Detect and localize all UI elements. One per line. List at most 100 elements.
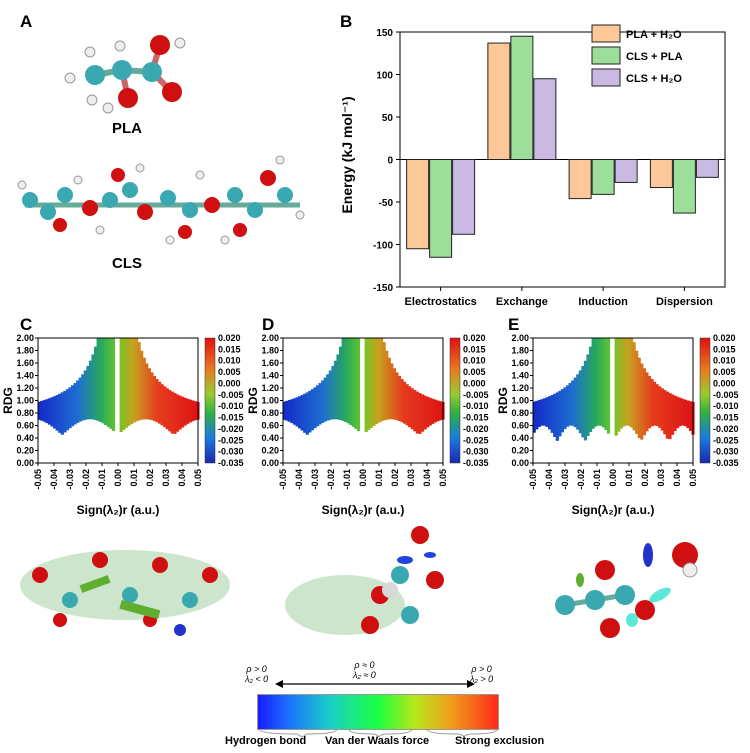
rdg-colorbar-label: 0.010 [713,356,736,366]
rdg-ytick-label: 1.60 [261,358,279,368]
bar-dispersion-0 [650,160,672,188]
bar-electrostatics-0 [407,160,429,249]
energy-decomposition-bar-chart: Energy (kJ mol⁻¹) 150 100 50 0 -50 -100 -150 E… [330,20,735,315]
rdg-xlabel: Sign(λ₂)r (a.u.) [322,503,405,517]
rdg-colorbar-label: -0.015 [463,413,489,423]
rdg-colorbar [450,338,460,463]
rdg-colorbar-label: 0.020 [218,333,241,343]
bar-induction-0 [569,160,591,199]
rdg-colorbar-label: -0.010 [463,401,489,411]
legend-swatch [592,25,620,42]
bar-chart-ytick-label: 0 [387,156,393,167]
rdg-xtick-label: -0.05 [33,469,43,490]
rdg-ytick-label: 0.60 [511,421,529,431]
rdg-ytick-label: 0.60 [16,421,34,431]
rdg-ytick-label: 0.60 [261,421,279,431]
isosurface-d [285,526,444,635]
rdg-ytick-label: 1.20 [16,383,34,393]
rdg-ytick-label: 1.60 [16,358,34,368]
rdg-colorbar-label: 0.005 [713,367,736,377]
cls-label: CLS [112,255,142,272]
cls-molecule-model [18,156,304,244]
legend-label-hydrogen-bond: Hydrogen bond [225,735,306,747]
rdg-xtick-label: -0.02 [576,469,586,490]
rdg-xlabel: Sign(λ₂)r (a.u.) [77,503,160,517]
rdg-colorbar-label: 0.010 [218,356,241,366]
bar-chart-ytick-label: 100 [376,71,393,82]
rdg-ytick-label: 1.00 [16,396,34,406]
bar-induction-2 [615,160,637,183]
rdg-ylabel: RDG [496,387,510,414]
pla-molecule-model [65,35,185,113]
rdg-ylabel: RDG [1,387,15,414]
rdg-point-column [357,338,360,431]
rdg-ytick-label: 0.20 [261,446,279,456]
bar-induction-1 [592,160,614,195]
rdg-colorbar-label: 0.005 [218,367,241,377]
rdg-colorbar-label: -0.020 [218,424,244,434]
bar-dispersion-1 [673,160,695,214]
bar-chart-category-label: Dispersion [656,296,713,308]
rdg-scatter-plot-c: 2.001.801.601.401.201.000.800.600.400.20… [0,330,250,520]
rdg-colorbar-label: 0.020 [463,333,486,343]
rdg-ytick-label: 0.20 [511,446,529,456]
rdg-ytick-label: 0.40 [261,433,279,443]
bar-chart-ylabel: Energy (kJ mol⁻¹) [339,96,355,213]
bar-chart-ytick-label: 50 [382,113,394,124]
rdg-xlabel: Sign(λ₂)r (a.u.) [572,503,655,517]
rdg-colorbar-label: -0.020 [463,424,489,434]
rdg-xtick-label: -0.04 [49,469,59,490]
rdg-colorbar-label: -0.010 [713,401,739,411]
rdg-xtick-label: 0.04 [672,469,682,487]
rdg-scatter-plot-d: 2.001.801.601.401.201.000.800.600.400.20… [245,330,495,520]
bar-dispersion-2 [696,160,718,178]
rdg-colorbar-label: -0.015 [218,413,244,423]
nci-isosurface-renderings [0,520,750,660]
bar-chart-ytick-label: -100 [373,241,393,252]
rdg-colorbar-label: -0.015 [713,413,739,423]
bar-chart-ytick-label: 150 [376,28,393,39]
rdg-ytick-label: 2.00 [16,333,34,343]
rdg-xtick-label: -0.03 [310,469,320,490]
rdg-xtick-label: 0.02 [390,469,400,487]
rdg-colorbar-label: 0.015 [218,344,241,354]
rdg-point-column [607,338,610,434]
rdg-xtick-label: -0.01 [342,469,352,490]
bar-exchange-2 [534,79,556,160]
rdg-xtick-label: -0.01 [97,469,107,490]
rdg-colorbar-label: -0.025 [713,435,739,445]
rdg-ytick-label: 0.00 [261,458,279,468]
rdg-points [283,338,445,435]
rdg-colorbar-label: -0.035 [218,458,244,468]
rdg-colorbar-label: 0.005 [463,367,486,377]
rdg-ytick-label: 1.00 [511,396,529,406]
rdg-ytick-label: 1.80 [261,346,279,356]
rdg-xtick-label: -0.03 [65,469,75,490]
rdg-ytick-label: 1.20 [261,383,279,393]
rdg-ytick-label: 1.80 [511,346,529,356]
rdg-colorbar-label: 0.015 [713,344,736,354]
molecule-structures [0,0,330,300]
bar-chart-category-label: Exchange [496,296,548,308]
bar-exchange-0 [488,43,510,159]
bar-electrostatics-2 [453,160,475,235]
rdg-xtick-label: 0.05 [193,469,203,487]
rdg-xtick-label: -0.02 [326,469,336,490]
legend-swatch [592,47,620,64]
rdg-colorbar-label: -0.025 [218,435,244,445]
legend-label-van-der-waals: Van der Waals force [325,735,429,747]
rdg-colorbar-label: -0.030 [218,447,244,457]
rdg-ytick-label: 0.00 [511,458,529,468]
rdg-xtick-label: 0.04 [422,469,432,487]
rdg-xtick-label: 0.01 [129,469,139,487]
rdg-xtick-label: -0.01 [592,469,602,490]
legend-entry: CLS + H₂O [626,73,682,85]
bar-chart-ytick-label: -150 [373,283,393,294]
bar-electrostatics-1 [430,160,452,258]
rdg-xtick-label: 0.02 [145,469,155,487]
rdg-points [38,338,200,435]
isosurface-c [20,550,230,636]
bar-chart-ytick-label: -50 [379,198,394,209]
rdg-ytick-label: 2.00 [261,333,279,343]
rdg-colorbar [700,338,710,463]
